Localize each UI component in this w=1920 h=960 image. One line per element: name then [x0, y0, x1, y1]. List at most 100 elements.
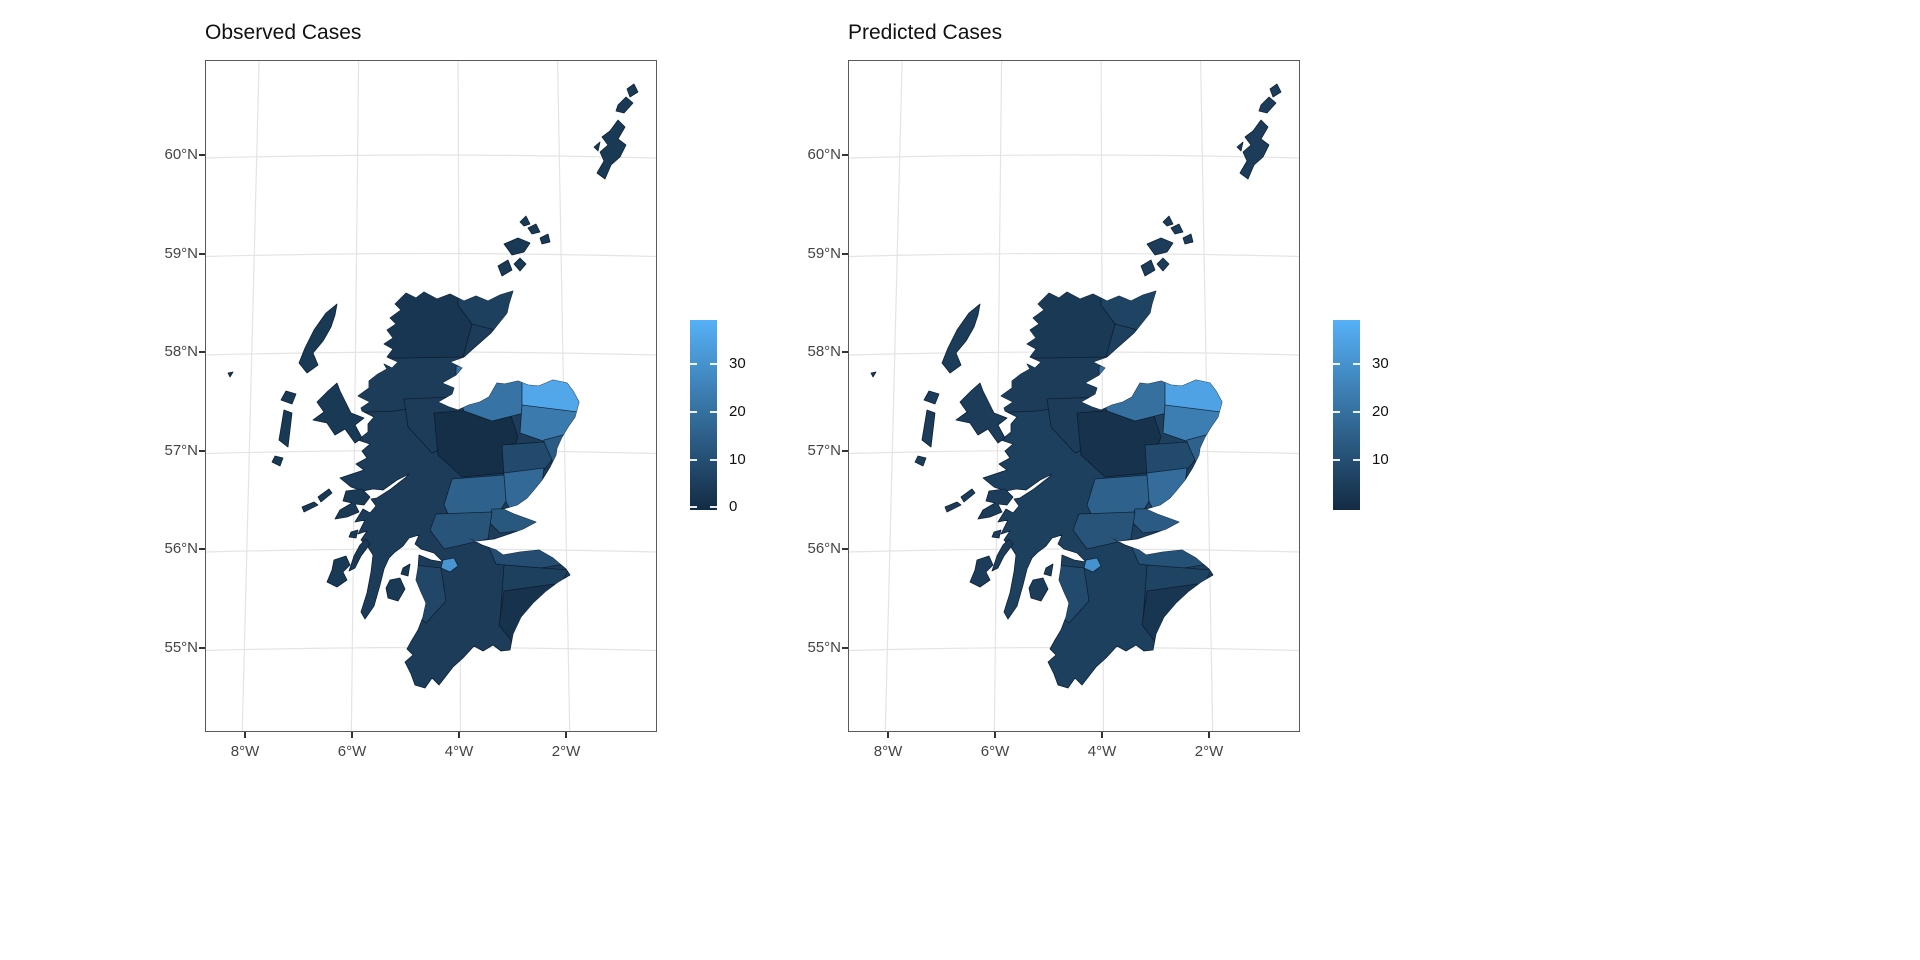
x-tick-label: 4°W — [1087, 743, 1117, 760]
y-tick-mark — [842, 450, 848, 452]
x-tick-mark — [565, 732, 567, 738]
orkney-north-1-island — [1170, 223, 1184, 235]
district-stirling — [429, 511, 493, 550]
district-fife — [487, 507, 543, 534]
y-tick-label: 60°N — [807, 146, 841, 163]
graticule-parallel — [206, 252, 656, 258]
shetland-west-island — [593, 141, 601, 152]
panel-observed: Observed Cases 60°N 59°N 58°N 57°N 56°N … — [150, 20, 790, 810]
district-ross — [340, 356, 465, 414]
colorbar-tick — [1333, 411, 1340, 413]
orkney-north-2-island — [1162, 215, 1174, 227]
district-stirling — [1072, 511, 1136, 550]
shetland-west-island — [1236, 141, 1244, 152]
lewis-harris-island — [298, 303, 338, 374]
orkney-north-3-island — [539, 233, 551, 245]
shetland-mainland-island — [1239, 119, 1270, 180]
y-tick-mark — [842, 154, 848, 156]
colorbar-label: 10 — [729, 451, 746, 468]
x-tick-label: 6°W — [337, 743, 367, 760]
tiree-island — [301, 501, 319, 513]
district-sutherland — [365, 291, 473, 368]
district-angus — [499, 467, 545, 510]
x-tick-mark — [351, 732, 353, 738]
bute-island — [400, 563, 411, 577]
colorbar-tick — [690, 363, 697, 365]
colorbar-tick — [710, 363, 717, 365]
colorbar-tick — [1333, 459, 1340, 461]
unst-island — [626, 83, 639, 98]
choropleth-map-predicted — [849, 61, 1299, 731]
x-tick-label: 6°W — [980, 743, 1010, 760]
y-tick-mark — [199, 647, 205, 649]
colorbar-tick — [1333, 363, 1340, 365]
unst-island — [1269, 83, 1282, 98]
coll-island — [960, 488, 976, 503]
skye-island — [312, 382, 365, 444]
barra-island — [914, 455, 927, 467]
y-tick-label: 57°N — [807, 442, 841, 459]
y-tick-label: 56°N — [807, 540, 841, 557]
y-tick-mark — [199, 450, 205, 452]
colorbar-gradient-predicted — [1333, 320, 1360, 510]
graticule-parallel — [849, 252, 1299, 258]
graticule-meridian — [241, 61, 260, 731]
orkney-north-3-island — [1182, 233, 1194, 245]
shetland-mainland-island — [596, 119, 627, 180]
jura-island — [348, 538, 371, 572]
y-tick-label: 58°N — [807, 343, 841, 360]
arran-island — [385, 577, 406, 602]
jura-island — [991, 538, 1014, 572]
orkney-north-2-island — [519, 215, 531, 227]
colorbar-tick — [690, 506, 697, 508]
bute-island — [1043, 563, 1054, 577]
coll-island — [317, 488, 333, 503]
y-tick-mark — [842, 548, 848, 550]
skye-island — [955, 382, 1008, 444]
st-kilda-island — [227, 371, 234, 378]
panel-predicted: Predicted Cases 60°N 59°N 58°N 57°N 56°N… — [793, 20, 1433, 810]
orkney-north-1-island — [527, 223, 541, 235]
y-tick-label: 55°N — [164, 639, 198, 656]
y-tick-label: 60°N — [164, 146, 198, 163]
north-uist-island — [923, 390, 940, 405]
tiree-island — [944, 501, 962, 513]
colorbar-gradient-observed — [690, 320, 717, 510]
graticule-meridian — [884, 61, 903, 731]
x-tick-label: 8°W — [230, 743, 260, 760]
north-uist-island — [280, 390, 297, 405]
colorbar-tick — [710, 506, 717, 508]
choropleth-map-observed — [206, 61, 656, 731]
colorbar-label: 20 — [1372, 403, 1389, 420]
y-tick-mark — [199, 253, 205, 255]
colorbar-label: 10 — [1372, 451, 1389, 468]
colorbar-tick — [710, 411, 717, 413]
hoy-island — [497, 259, 513, 277]
hoy-island — [1140, 259, 1156, 277]
y-tick-mark — [199, 154, 205, 156]
district-angus — [1142, 467, 1188, 510]
colorbar-tick — [1353, 363, 1360, 365]
lewis-harris-island — [941, 303, 981, 374]
plot-area-predicted — [848, 60, 1300, 732]
yell-island — [615, 96, 634, 114]
legend-observed: 30 20 10 0 — [690, 320, 782, 530]
colorbar-tick — [1353, 459, 1360, 461]
district-ross — [983, 356, 1108, 414]
x-tick-label: 8°W — [873, 743, 903, 760]
yell-island — [1258, 96, 1277, 114]
graticule-parallel — [206, 154, 656, 159]
y-tick-label: 58°N — [164, 343, 198, 360]
graticule-meridian — [993, 61, 1003, 731]
x-tick-mark — [458, 732, 460, 738]
y-tick-mark — [199, 548, 205, 550]
colonsay-island — [348, 529, 359, 539]
district-fife — [1130, 507, 1186, 534]
colorbar-tick — [710, 459, 717, 461]
plot-area-observed — [205, 60, 657, 732]
colorbar-label: 20 — [729, 403, 746, 420]
y-tick-label: 59°N — [164, 245, 198, 262]
south-uist-island — [278, 409, 293, 448]
graticule-parallel — [849, 154, 1299, 159]
orkney-mainland-island — [1146, 237, 1174, 256]
